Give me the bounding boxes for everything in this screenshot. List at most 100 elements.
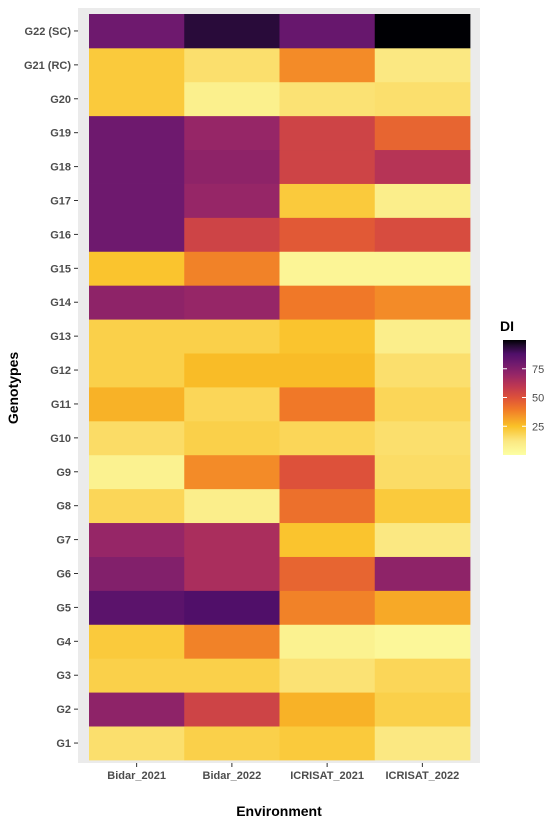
heatmap-cell xyxy=(184,47,280,83)
heatmap-cell xyxy=(89,353,185,388)
heatmap-cell xyxy=(279,692,376,727)
y-tick-label: G19 xyxy=(50,128,71,140)
legend-colorbar xyxy=(503,340,526,455)
heatmap-cell xyxy=(89,115,185,151)
y-tick-label: G11 xyxy=(51,399,71,411)
legend-tick-label: 25 xyxy=(532,421,544,433)
heatmap-cell xyxy=(374,285,471,320)
heatmap-cell xyxy=(89,454,185,490)
heatmap-cell xyxy=(374,149,471,184)
heatmap-cell xyxy=(279,488,376,524)
heatmap-cell xyxy=(89,183,185,218)
heatmap-cell xyxy=(184,420,280,456)
y-tick-label: G10 xyxy=(50,433,71,445)
heatmap-cell xyxy=(374,251,471,286)
heatmap-cell xyxy=(374,115,471,151)
y-tick-label: G2 xyxy=(56,704,71,716)
heatmap-cell xyxy=(89,726,185,761)
y-tick-label: G8 xyxy=(56,501,71,513)
heatmap-cell xyxy=(89,488,185,524)
heatmap-cell xyxy=(279,387,376,422)
heatmap-cell xyxy=(89,387,185,422)
x-tick-label: ICRISAT_2021 xyxy=(290,770,364,782)
heatmap-cell xyxy=(374,420,471,456)
heatmap-cell xyxy=(184,556,280,591)
heatmap-cell xyxy=(374,47,471,83)
heatmap-cell xyxy=(279,319,376,354)
heatmap-cell xyxy=(279,353,376,388)
heatmap-cell xyxy=(279,590,376,625)
heatmap-cell xyxy=(279,624,376,659)
heatmap-cell xyxy=(184,319,280,354)
heatmap-cell xyxy=(89,47,185,83)
y-axis-title: Genotypes xyxy=(5,352,21,425)
heatmap-cell xyxy=(374,217,471,252)
y-tick-label: G12 xyxy=(50,365,71,377)
heatmap-cells xyxy=(89,14,471,761)
heatmap-cell xyxy=(184,285,280,320)
y-tick-label: G17 xyxy=(50,196,71,208)
heatmap-cell xyxy=(374,590,471,625)
heatmap-cell xyxy=(184,488,280,524)
heatmap-cell xyxy=(89,217,185,252)
heatmap-cell xyxy=(374,556,471,591)
heatmap-cell xyxy=(184,353,280,388)
heatmap-cell xyxy=(374,81,471,117)
heatmap-cell xyxy=(279,454,376,490)
heatmap-cell xyxy=(184,454,280,490)
heatmap-cell xyxy=(279,726,376,761)
x-tick-label: ICRISAT_2022 xyxy=(385,770,459,782)
heatmap-cell xyxy=(89,658,185,693)
heatmap-cell xyxy=(374,726,471,761)
heatmap-cell xyxy=(184,387,280,422)
heatmap-cell xyxy=(184,624,280,659)
heatmap-cell xyxy=(89,14,185,49)
heatmap-cell xyxy=(184,115,280,151)
heatmap-cell xyxy=(279,217,376,252)
y-tick-label: G1 xyxy=(56,738,71,750)
heatmap-cell xyxy=(374,488,471,524)
heatmap-cell xyxy=(184,14,280,49)
heatmap-cell xyxy=(89,420,185,456)
y-tick-label: G6 xyxy=(56,569,71,581)
heatmap-cell xyxy=(279,522,376,557)
heatmap-cell xyxy=(374,14,471,49)
heatmap-cell xyxy=(89,319,185,354)
heatmap-cell xyxy=(279,81,376,117)
heatmap-cell xyxy=(184,183,280,218)
heatmap-cell xyxy=(184,590,280,625)
x-tick-label: Bidar_2021 xyxy=(107,770,166,782)
heatmap-cell xyxy=(184,217,280,252)
y-tick-label: G16 xyxy=(50,229,71,241)
heatmap-cell xyxy=(279,420,376,456)
heatmap-cell xyxy=(89,624,185,659)
heatmap-cell xyxy=(279,556,376,591)
heatmap-cell xyxy=(89,149,185,184)
y-tick-label: G21 (RC) xyxy=(24,60,71,72)
legend-title: DI xyxy=(500,318,514,334)
x-axis: Bidar_2021 Bidar_2022 ICRISAT_2021 ICRISAT_… xyxy=(107,763,459,782)
legend-tick-label: 50 xyxy=(532,393,544,405)
y-tick-label: G13 xyxy=(50,331,71,343)
legend-ticks: 25 50 75 xyxy=(503,364,544,433)
y-tick-label: G7 xyxy=(56,535,71,547)
heatmap-cell xyxy=(89,692,185,727)
y-tick-label: G15 xyxy=(50,263,71,275)
heatmap-cell xyxy=(89,522,185,557)
heatmap-cell xyxy=(184,692,280,727)
heatmap-cell xyxy=(184,658,280,693)
heatmap-cell xyxy=(374,387,471,422)
heatmap-cell xyxy=(279,149,376,184)
heatmap-cell xyxy=(279,658,376,693)
heatmap-cell xyxy=(279,14,376,49)
y-tick-label: G14 xyxy=(50,297,72,309)
y-tick-label: G4 xyxy=(56,636,72,648)
heatmap-cell xyxy=(374,522,471,557)
heatmap-cell xyxy=(279,183,376,218)
heatmap-cell xyxy=(89,590,185,625)
heatmap-cell xyxy=(374,183,471,218)
heatmap-cell xyxy=(279,115,376,151)
heatmap-cell xyxy=(89,285,185,320)
y-tick-label: G18 xyxy=(50,162,71,174)
heatmap-cell xyxy=(374,319,471,354)
